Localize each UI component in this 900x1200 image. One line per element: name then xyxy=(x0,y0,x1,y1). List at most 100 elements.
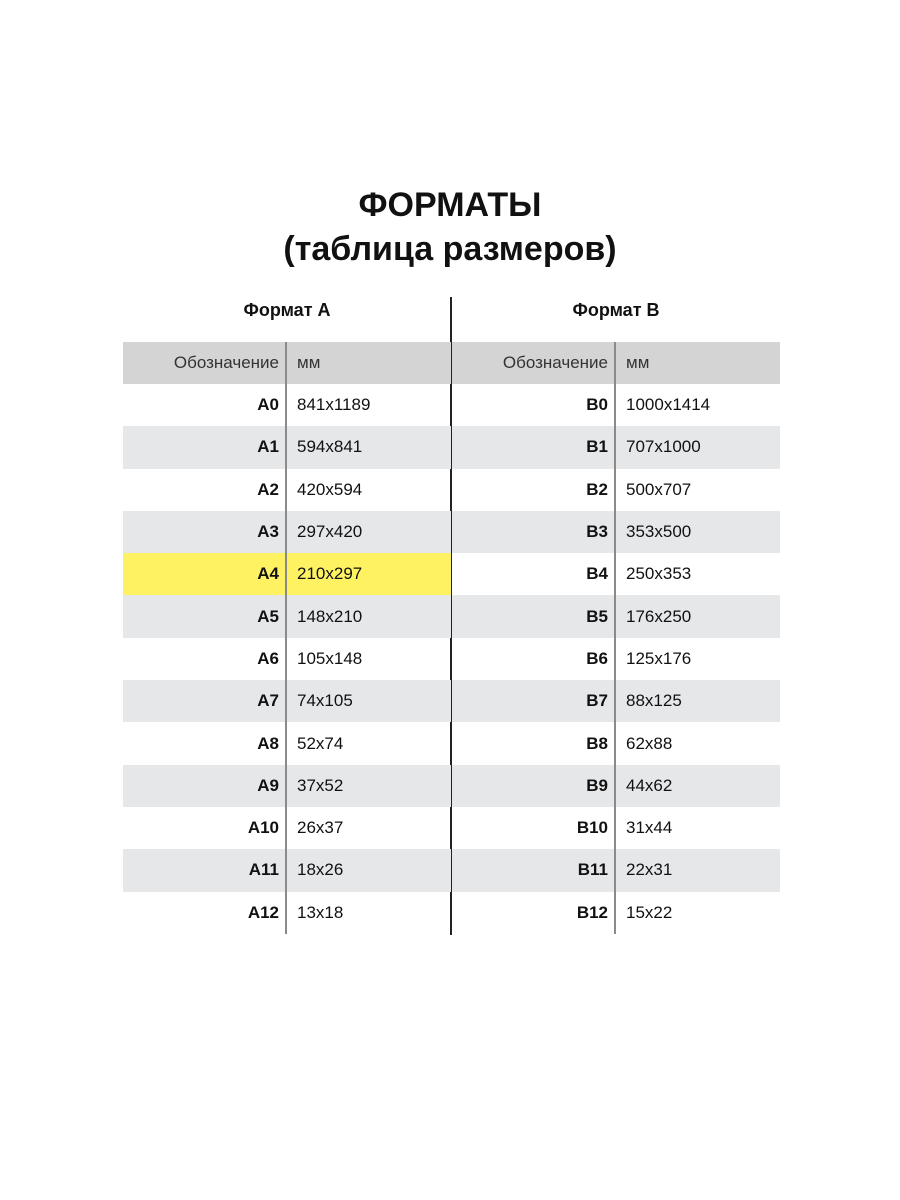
designation-cell: A3 xyxy=(123,510,287,554)
table-row: B1 707x1000 xyxy=(452,426,780,469)
format-designation: B3 xyxy=(586,522,608,542)
table-row: B11 22x31 xyxy=(452,849,780,892)
table-row: A4 210x297 xyxy=(123,553,451,596)
size-mm-cell: 353x500 xyxy=(626,522,692,542)
table-row: B10 31x44 xyxy=(452,806,780,850)
size-mm-cell: 594x841 xyxy=(297,437,363,457)
format-designation: B9 xyxy=(586,775,608,795)
size-mm-cell: 15x22 xyxy=(626,902,673,922)
designation-cell: B11 xyxy=(452,849,616,892)
designation-cell: A10 xyxy=(123,806,287,850)
table-row: B3 353x500 xyxy=(452,510,780,554)
table-row: B6 125x176 xyxy=(452,637,780,681)
designation-cell: A6 xyxy=(123,637,287,681)
size-mm-cell: 105x148 xyxy=(297,648,363,668)
format-designation: B6 xyxy=(586,648,608,668)
size-mm-cell: 74x105 xyxy=(297,691,353,711)
size-mm-cell: 52x74 xyxy=(297,733,344,753)
format-designation: A8 xyxy=(257,733,279,753)
size-mm-cell: 1000x1414 xyxy=(626,395,711,415)
table-row: A6 105x148 xyxy=(123,637,451,681)
format-a-table: Обозначение мм A0 841x1189 A1 594x841 A2 420x… xyxy=(123,342,451,934)
table-row: A3 297x420 xyxy=(123,510,451,554)
size-mm-cell: 26x37 xyxy=(297,818,344,838)
size-mm-cell: 210x297 xyxy=(297,564,363,584)
designation-cell: B5 xyxy=(452,595,616,638)
table-row: A11 18x26 xyxy=(123,849,451,892)
designation-cell: B9 xyxy=(452,764,616,807)
table-row: A9 37x52 xyxy=(123,764,451,807)
table-header: Обозначение мм xyxy=(452,342,780,384)
designation-cell: B1 xyxy=(452,426,616,469)
format-designation: B2 xyxy=(586,479,608,499)
size-mm-cell: 37x52 xyxy=(297,775,344,795)
format-designation: A6 xyxy=(257,648,279,668)
designation-cell: A4 xyxy=(123,553,287,596)
format-designation: B0 xyxy=(586,395,608,415)
format-designation: A5 xyxy=(257,606,279,626)
format-b-table: Обозначение мм B0 1000x1414 B1 707x1000 B2 50… xyxy=(452,342,780,934)
format-designation: A10 xyxy=(247,818,279,838)
page-subtitle: (таблица размеров) xyxy=(283,230,617,268)
size-mm-cell: 841x1189 xyxy=(297,395,371,415)
designation-cell: A11 xyxy=(123,849,287,892)
designation-cell: A12 xyxy=(123,891,287,934)
format-b-heading: Формат B xyxy=(572,300,660,320)
format-designation: A11 xyxy=(248,860,279,880)
designation-cell: A1 xyxy=(123,426,287,469)
table-row: A12 13x18 xyxy=(123,891,451,934)
format-designation: A7 xyxy=(257,691,279,711)
size-mm-cell: 500x707 xyxy=(626,479,692,499)
table-header: Обозначение мм xyxy=(123,342,451,384)
column-header-mm: мм xyxy=(297,353,321,372)
size-mm-cell: 148x210 xyxy=(297,606,363,626)
designation-cell: B12 xyxy=(452,891,616,934)
column-header-designation: Обозначение xyxy=(452,342,616,384)
designation-cell: B4 xyxy=(452,553,616,596)
format-designation: A3 xyxy=(257,522,279,542)
size-mm-cell: 297x420 xyxy=(297,522,363,542)
size-mm-cell: 250x353 xyxy=(626,564,692,584)
designation-cell: A0 xyxy=(123,384,287,427)
designation-cell: B7 xyxy=(452,680,616,723)
format-designation: A2 xyxy=(257,479,279,499)
format-designation: B1 xyxy=(586,437,608,457)
table-row: A7 74x105 xyxy=(123,680,451,723)
designation-cell: A7 xyxy=(123,680,287,723)
table-row: B2 500x707 xyxy=(452,468,780,511)
designation-cell: B6 xyxy=(452,637,616,681)
table-row: A1 594x841 xyxy=(123,426,451,469)
size-mm-cell: 22x31 xyxy=(626,860,673,880)
table-row: B8 62x88 xyxy=(452,722,780,765)
table-row: B9 44x62 xyxy=(452,764,780,807)
format-designation: A1 xyxy=(257,437,279,457)
format-designation: A4 xyxy=(257,564,279,584)
format-designation: A0 xyxy=(257,395,279,415)
designation-cell: B2 xyxy=(452,468,616,511)
size-mm-cell: 176x250 xyxy=(626,606,692,626)
format-designation: B11 xyxy=(577,860,608,880)
size-mm-cell: 420x594 xyxy=(297,479,363,499)
table-row: A8 52x74 xyxy=(123,722,451,765)
size-mm-cell: 13x18 xyxy=(297,902,344,922)
table-row: B5 176x250 xyxy=(452,595,780,638)
table-row: B4 250x353 xyxy=(452,553,780,596)
format-designation: A12 xyxy=(247,902,279,922)
size-mm-cell: 125x176 xyxy=(626,648,692,668)
format-designation: B10 xyxy=(576,818,608,838)
table-row: B7 88x125 xyxy=(452,680,780,723)
designation-cell: A2 xyxy=(123,468,287,511)
designation-cell: A9 xyxy=(123,764,287,807)
designation-cell: B0 xyxy=(452,384,616,427)
designation-cell: A5 xyxy=(123,595,287,638)
format-designation: B8 xyxy=(586,733,608,753)
table-row: A0 841x1189 xyxy=(123,384,451,427)
format-designation: A9 xyxy=(257,775,279,795)
table-row: B12 15x22 xyxy=(452,891,780,934)
table-row: A10 26x37 xyxy=(123,806,451,850)
table-row: A2 420x594 xyxy=(123,468,451,511)
designation-cell: B3 xyxy=(452,510,616,554)
format-designation: B7 xyxy=(586,691,608,711)
size-mm-cell: 31x44 xyxy=(626,818,673,838)
table-row: A5 148x210 xyxy=(123,595,451,638)
